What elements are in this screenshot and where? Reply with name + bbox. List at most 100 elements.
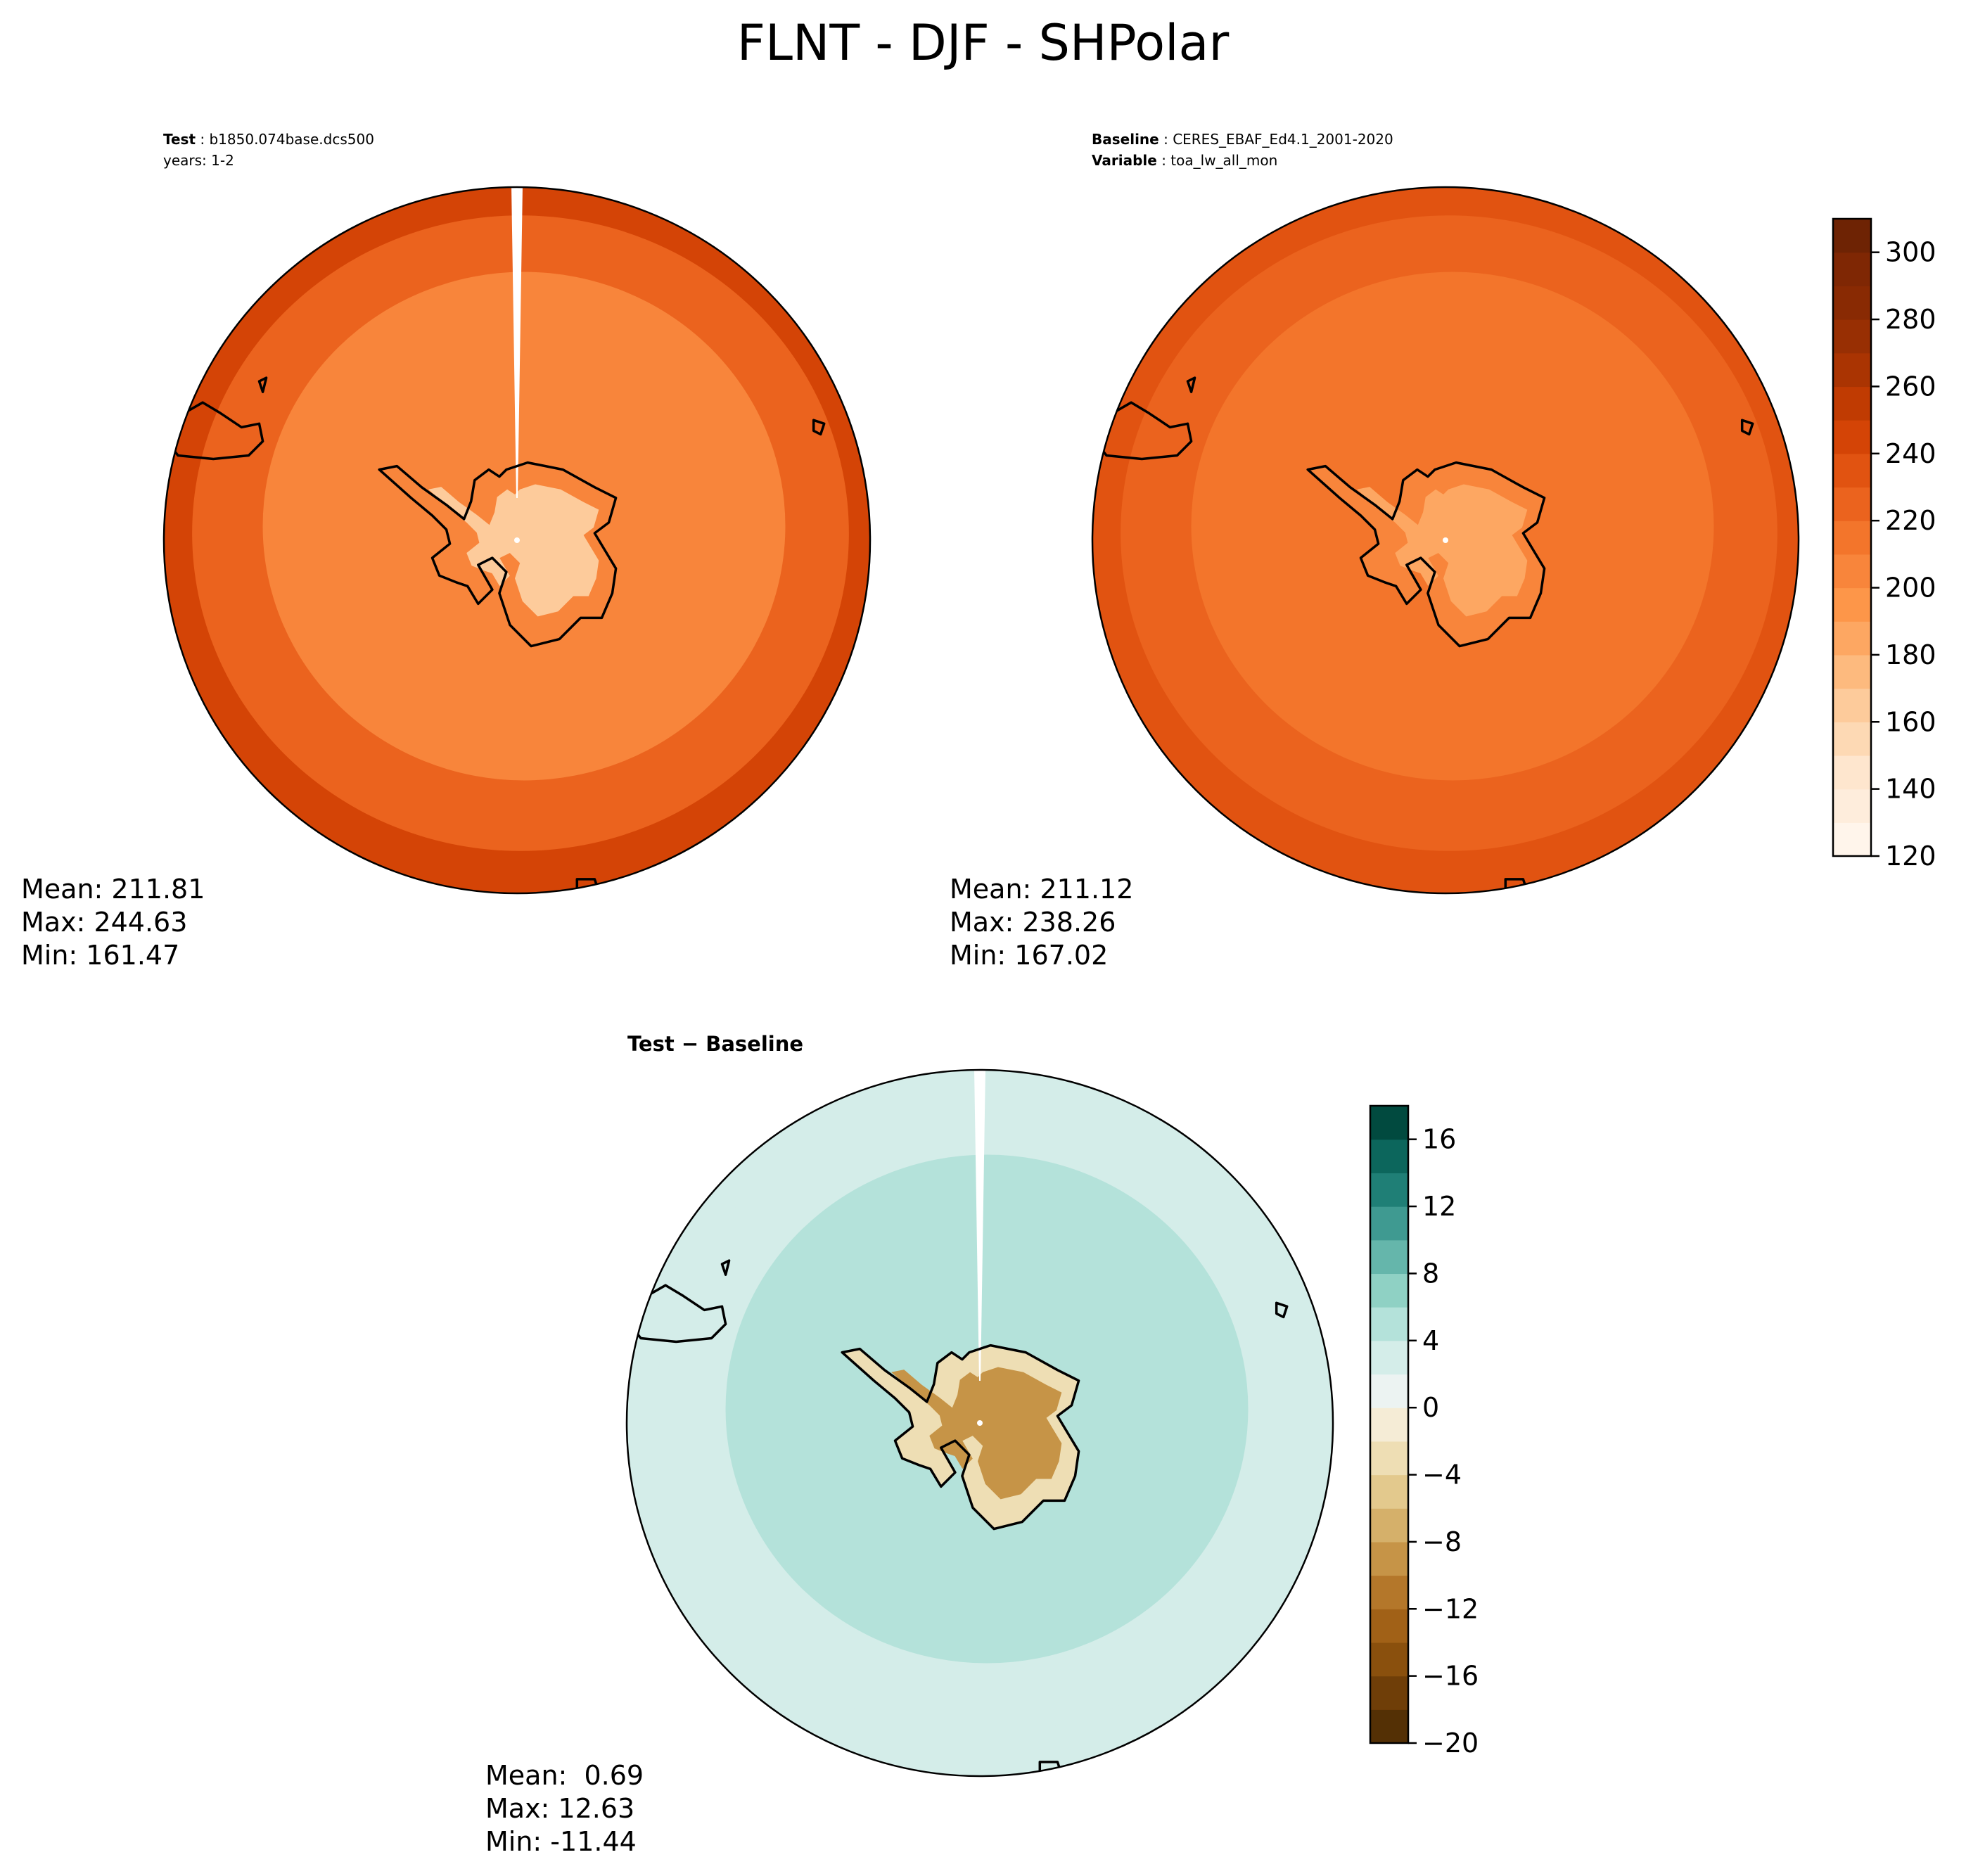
colorbar-abs-level-14 xyxy=(1833,352,1871,388)
colorbar-diff-tick-label-7: 8 xyxy=(1422,1258,1439,1289)
test-coast-island-west xyxy=(257,376,268,393)
colorbar-abs-tick-label-4: 200 xyxy=(1885,573,1936,604)
difference-max: Max: 12.63 xyxy=(485,1793,635,1824)
difference-min: Min: -11.44 xyxy=(485,1826,637,1857)
colorbar-abs-level-16 xyxy=(1833,286,1871,320)
colorbar-abs-level-6 xyxy=(1833,621,1871,656)
colorbar-diff-level-8 xyxy=(1370,1441,1408,1476)
baseline-header-line2: Variable : toa_lw_all_mon xyxy=(1092,152,1278,169)
test-coast-island-east xyxy=(812,419,826,436)
colorbar-diff-tick-label-8: 12 xyxy=(1422,1191,1456,1222)
test-min: Min: 161.47 xyxy=(21,940,180,971)
colorbar-diff-level-2 xyxy=(1370,1642,1408,1677)
difference-coast-island-east xyxy=(1275,1301,1289,1319)
baseline-coast-island-west xyxy=(1186,376,1196,393)
colorbar-diff-level-7 xyxy=(1370,1474,1408,1509)
figure-title: FLNT - DJF - SHPolar xyxy=(736,14,1230,72)
test-coast-antarctica xyxy=(378,461,618,648)
baseline-header-line1: Baseline : CERES_EBAF_Ed4.1_2001-2020 xyxy=(1092,131,1393,148)
colorbar-abs-level-2 xyxy=(1833,755,1871,790)
colorbar-diff-level-0 xyxy=(1370,1709,1408,1744)
colorbar-diff-level-17 xyxy=(1370,1139,1408,1173)
colorbar-abs-level-0 xyxy=(1833,822,1871,857)
difference-coast-south-america xyxy=(627,1284,727,1344)
colorbar-abs-tick-label-8: 280 xyxy=(1885,304,1936,335)
colorbar-diff-level-5 xyxy=(1370,1541,1408,1576)
colorbar-diff-tick-label-9: 16 xyxy=(1422,1124,1456,1155)
colorbar-diff-level-9 xyxy=(1370,1408,1408,1442)
difference-map xyxy=(625,1068,1334,1778)
colorbar-diff-level-10 xyxy=(1370,1374,1408,1408)
test-pole-marker xyxy=(514,537,520,543)
difference-stats: Mean: 0.69 Max: 12.63 Min: -11.44 xyxy=(485,1759,644,1858)
colorbar-abs-level-18 xyxy=(1833,219,1871,253)
difference-pole-marker xyxy=(977,1420,983,1426)
colorbar-diff-level-13 xyxy=(1370,1273,1408,1308)
colorbar-abs-level-10 xyxy=(1833,487,1871,521)
baseline-map xyxy=(1091,186,1800,895)
colorbar-diff-level-6 xyxy=(1370,1508,1408,1543)
baseline-land-interior xyxy=(1357,484,1528,617)
colorbar-diff-tick-label-4: −4 xyxy=(1422,1460,1462,1491)
colorbar-abs-level-9 xyxy=(1833,521,1871,555)
baseline-stats: Mean: 211.12 Max: 238.26 Min: 167.02 xyxy=(950,873,1133,972)
difference-coast-antarctica xyxy=(841,1344,1080,1531)
colorbar-abs-tick-label-0: 120 xyxy=(1885,841,1936,872)
colorbar-diff-level-16 xyxy=(1370,1173,1408,1207)
test-header-line2: years: 1-2 xyxy=(163,152,234,169)
colorbar-diff-level-15 xyxy=(1370,1206,1408,1241)
colorbar-abs-level-8 xyxy=(1833,554,1871,589)
test-max: Max: 244.63 xyxy=(21,907,188,938)
colorbar-abs-level-5 xyxy=(1833,654,1871,689)
colorbar-abs-tick-label-5: 220 xyxy=(1885,505,1936,536)
test-coast-south-america xyxy=(164,401,264,461)
colorbar-abs-tick-label-9: 300 xyxy=(1885,237,1936,268)
baseline-coast-south-america xyxy=(1092,401,1193,461)
colorbar-diff-frame xyxy=(1369,1104,1410,1744)
baseline-coast-island-east xyxy=(1740,419,1754,436)
colorbar-diff-level-12 xyxy=(1370,1307,1408,1341)
colorbar-diff-tick-label-5: 0 xyxy=(1422,1392,1439,1423)
difference-mean: Mean: 0.69 xyxy=(485,1760,644,1791)
test-stats: Mean: 211.81 Max: 244.63 Min: 161.47 xyxy=(21,873,205,972)
colorbar-abs-tick-label-7: 260 xyxy=(1885,371,1936,402)
colorbar-abs-tick-label-6: 240 xyxy=(1885,438,1936,469)
difference-coast-island-west xyxy=(720,1259,731,1276)
colorbar-abs-tick-label-2: 160 xyxy=(1885,706,1936,737)
difference-map-border xyxy=(625,1068,1334,1778)
colorbar-diff-tick-label-2: −12 xyxy=(1422,1593,1479,1624)
colorbar-abs-frame xyxy=(1832,217,1872,857)
colorbar-diff: −20 −16 −12 −8 −4 0 4 8 12 16 xyxy=(1369,1104,1479,1759)
test-map xyxy=(162,186,872,895)
baseline-mean: Mean: 211.12 xyxy=(950,874,1134,905)
colorbar-diff-tick-label-3: −8 xyxy=(1422,1526,1462,1557)
difference-meridian-seam xyxy=(974,1070,985,1381)
test-map-border xyxy=(162,186,872,895)
colorbar-abs-level-12 xyxy=(1833,420,1871,454)
baseline-coast-antarctica xyxy=(1306,461,1546,648)
difference-title: Test − Baseline xyxy=(627,1032,804,1056)
test-land-interior xyxy=(428,484,599,617)
colorbar-abs-level-11 xyxy=(1833,453,1871,488)
colorbar-abs-level-13 xyxy=(1833,386,1871,421)
colorbar-abs-level-3 xyxy=(1833,722,1871,756)
colorbar-abs-tick-label-3: 180 xyxy=(1885,639,1936,670)
baseline-map-border xyxy=(1091,186,1800,895)
colorbar-diff-level-4 xyxy=(1370,1575,1408,1609)
colorbar-diff-level-18 xyxy=(1370,1106,1408,1140)
colorbar-diff-level-1 xyxy=(1370,1676,1408,1710)
test-meridian-seam xyxy=(511,187,523,498)
difference-land-interior xyxy=(891,1367,1062,1500)
colorbar-abs: 120 140 160 180 200 220 240 260 280 300 xyxy=(1832,217,1936,872)
colorbar-diff-level-14 xyxy=(1370,1239,1408,1275)
colorbar-abs-level-4 xyxy=(1833,688,1871,722)
colorbar-diff-tick-label-1: −16 xyxy=(1422,1661,1479,1692)
test-header-line1: Test : b1850.074base.dcs500 xyxy=(163,131,374,148)
colorbar-diff-tick-label-6: 4 xyxy=(1422,1325,1439,1356)
test-mean: Mean: 211.81 xyxy=(21,874,205,905)
baseline-min: Min: 167.02 xyxy=(950,940,1109,971)
colorbar-abs-level-7 xyxy=(1833,587,1871,622)
baseline-pole-marker xyxy=(1443,537,1448,543)
colorbar-diff-level-3 xyxy=(1370,1609,1408,1643)
